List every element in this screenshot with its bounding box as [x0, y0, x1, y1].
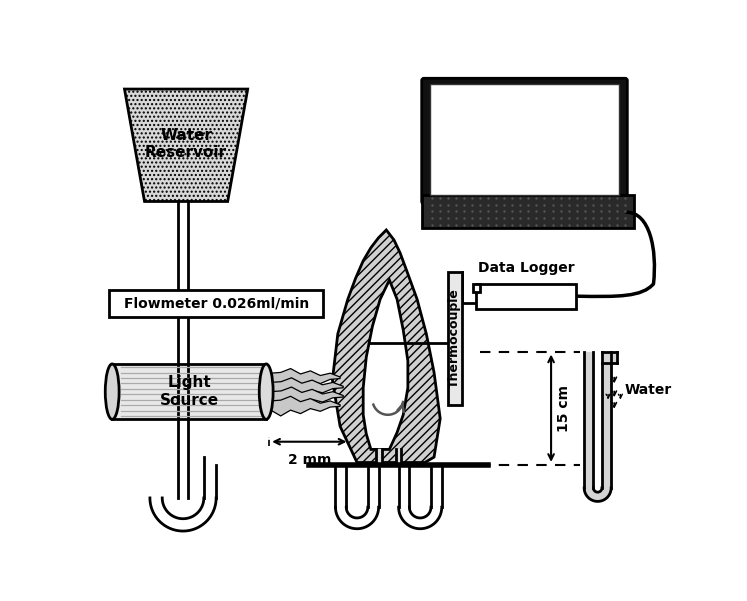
- Bar: [473, 284, 480, 291]
- Polygon shape: [363, 280, 408, 450]
- Bar: [109, 290, 323, 317]
- Polygon shape: [602, 352, 617, 363]
- Polygon shape: [584, 352, 593, 488]
- Polygon shape: [376, 450, 382, 465]
- Ellipse shape: [105, 364, 119, 419]
- Text: Water: Water: [625, 383, 672, 397]
- Text: Flowmeter 0.026ml/min: Flowmeter 0.026ml/min: [123, 296, 309, 310]
- Bar: [430, 84, 619, 195]
- Ellipse shape: [259, 364, 273, 419]
- Bar: [477, 284, 577, 310]
- Polygon shape: [584, 488, 611, 501]
- Polygon shape: [271, 378, 343, 397]
- Polygon shape: [125, 89, 248, 201]
- Text: Thermocouple: Thermocouple: [448, 288, 462, 388]
- Bar: [112, 364, 266, 419]
- Polygon shape: [271, 396, 340, 416]
- Text: Light
Source: Light Source: [160, 376, 219, 408]
- Bar: [423, 195, 634, 228]
- Text: Water
Reservoir: Water Reservoir: [145, 127, 227, 160]
- Text: 2 mm: 2 mm: [288, 453, 331, 466]
- Polygon shape: [396, 450, 401, 465]
- Text: 15 cm: 15 cm: [557, 385, 571, 432]
- FancyBboxPatch shape: [422, 78, 627, 204]
- Polygon shape: [332, 230, 440, 463]
- Polygon shape: [271, 387, 343, 407]
- Polygon shape: [602, 352, 611, 488]
- Text: Data Logger: Data Logger: [478, 261, 574, 275]
- Polygon shape: [150, 498, 216, 531]
- Polygon shape: [271, 368, 340, 388]
- Bar: [448, 272, 462, 404]
